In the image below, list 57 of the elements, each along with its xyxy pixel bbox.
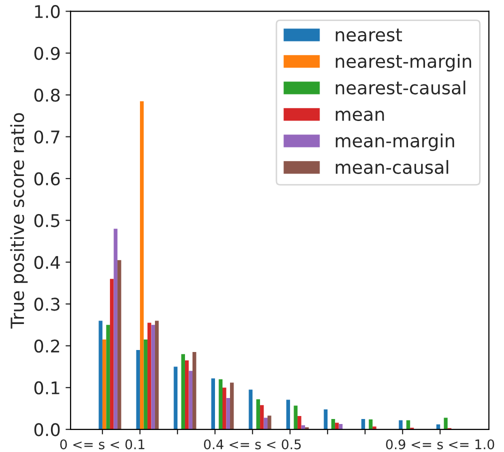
bar [192, 352, 196, 430]
bar [98, 320, 102, 430]
y-tick-label: 0.2 [34, 339, 60, 353]
y-tick-label: 0.6 [34, 172, 60, 186]
bar [218, 379, 223, 430]
bar [406, 420, 410, 430]
bar [110, 278, 114, 430]
legend-label: nearest-margin [336, 54, 472, 72]
bar [264, 418, 268, 430]
bar [248, 390, 253, 430]
bar [444, 418, 448, 430]
y-axis-title: True positive score ratio [10, 113, 28, 329]
bar [298, 416, 302, 430]
bar [226, 398, 230, 430]
legend-label: nearest [336, 28, 402, 42]
y-tick-label: 0.1 [34, 381, 60, 394]
y-tick-label: 0.5 [34, 214, 60, 228]
bar [230, 382, 234, 430]
bar [147, 322, 152, 430]
y-tick-label: 1.0 [35, 5, 60, 18]
bar [154, 320, 159, 430]
bar [140, 101, 144, 430]
bar [117, 260, 122, 430]
y-tick-label: 0.3 [34, 298, 60, 311]
bar [335, 422, 339, 430]
bar [144, 340, 148, 430]
legend-label: mean-margin [336, 134, 454, 152]
bar [102, 340, 106, 430]
bar [286, 400, 290, 430]
y-tick-label: 0.7 [34, 130, 60, 144]
bar [114, 228, 118, 430]
bar [256, 399, 260, 430]
y-tick-label: 0.9 [34, 46, 60, 60]
bar [151, 324, 155, 430]
bar [106, 324, 110, 430]
bar [181, 354, 185, 430]
legend-label: nearest-causal [336, 80, 466, 95]
bar [268, 416, 272, 430]
bar [211, 378, 215, 430]
y-tick-label: 0.8 [34, 88, 60, 102]
bar [324, 409, 328, 430]
x-tick-label: 0.4 <= s < 0.5 [204, 439, 301, 450]
x-tick-label: 0.9 <= s <= 1.0 [386, 439, 494, 450]
y-tick-label: 0.0 [34, 423, 60, 436]
bar [372, 426, 376, 430]
bar [174, 366, 178, 430]
bar [398, 420, 403, 430]
bar [222, 388, 226, 430]
y-tick-label: 0.4 [34, 256, 60, 270]
bar [294, 406, 298, 430]
legend-label: mean-causal [336, 160, 448, 174]
bar [136, 350, 140, 430]
bar [184, 360, 189, 430]
x-tick-label: 0 <= s < 0.1 [60, 439, 144, 450]
legend-label: mean [336, 110, 384, 122]
bar [188, 370, 192, 430]
bar [260, 405, 264, 430]
